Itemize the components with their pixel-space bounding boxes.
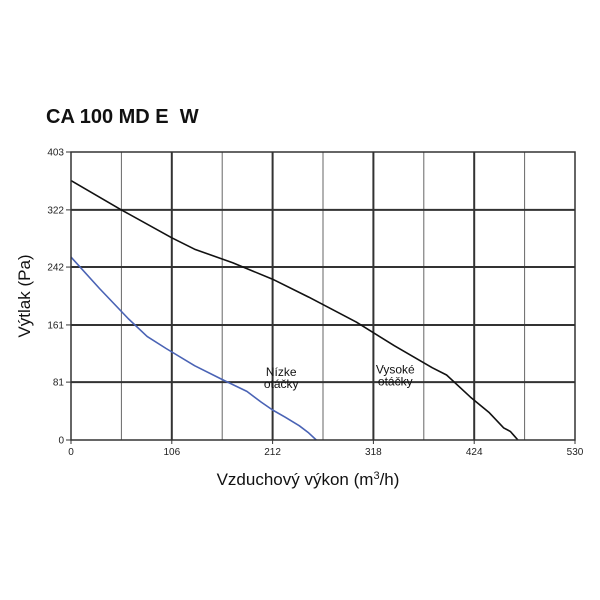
y-tick-label: 81 [53, 378, 65, 389]
x-tick-label: 212 [264, 447, 281, 458]
annotation-label: Vysoké [376, 363, 415, 377]
chart-title: CA 100 MD E W [46, 106, 199, 128]
x-axis-ticks: 0 106 212 318 424 530 [68, 440, 584, 458]
x-tick-label: 424 [466, 447, 483, 458]
y-tick-label: 161 [47, 320, 64, 331]
x-axis-title-superscript: 3 [373, 470, 379, 482]
x-tick-label: 318 [365, 447, 382, 458]
y-tick-label: 322 [47, 205, 64, 216]
series-line-2 [70, 256, 317, 441]
series-lines [70, 179, 519, 441]
y-axis-ticks: 0 81 161 242 322 403 [47, 148, 71, 447]
annotation-label: otáčky [378, 375, 413, 389]
y-tick-label: 0 [58, 436, 64, 447]
y-tick-label: 403 [47, 148, 64, 159]
grid-lines [71, 152, 575, 440]
x-axis-title: Vzduchový výkon (m3/h) [217, 470, 400, 489]
annotation-label: otáčky [264, 377, 299, 391]
y-axis-title: Výtlak (Pa) [15, 254, 34, 337]
series-line-1 [70, 179, 519, 441]
x-tick-label: 530 [567, 447, 584, 458]
x-axis-title-main: Vzduchový výkon (m [217, 470, 374, 489]
plot-area-frame [70, 151, 576, 441]
x-tick-label: 0 [68, 447, 74, 458]
annotation-label: Nízke [266, 365, 297, 379]
y-tick-label: 242 [47, 263, 64, 274]
x-axis-title-end: /h) [380, 470, 400, 489]
x-tick-label: 106 [163, 447, 180, 458]
